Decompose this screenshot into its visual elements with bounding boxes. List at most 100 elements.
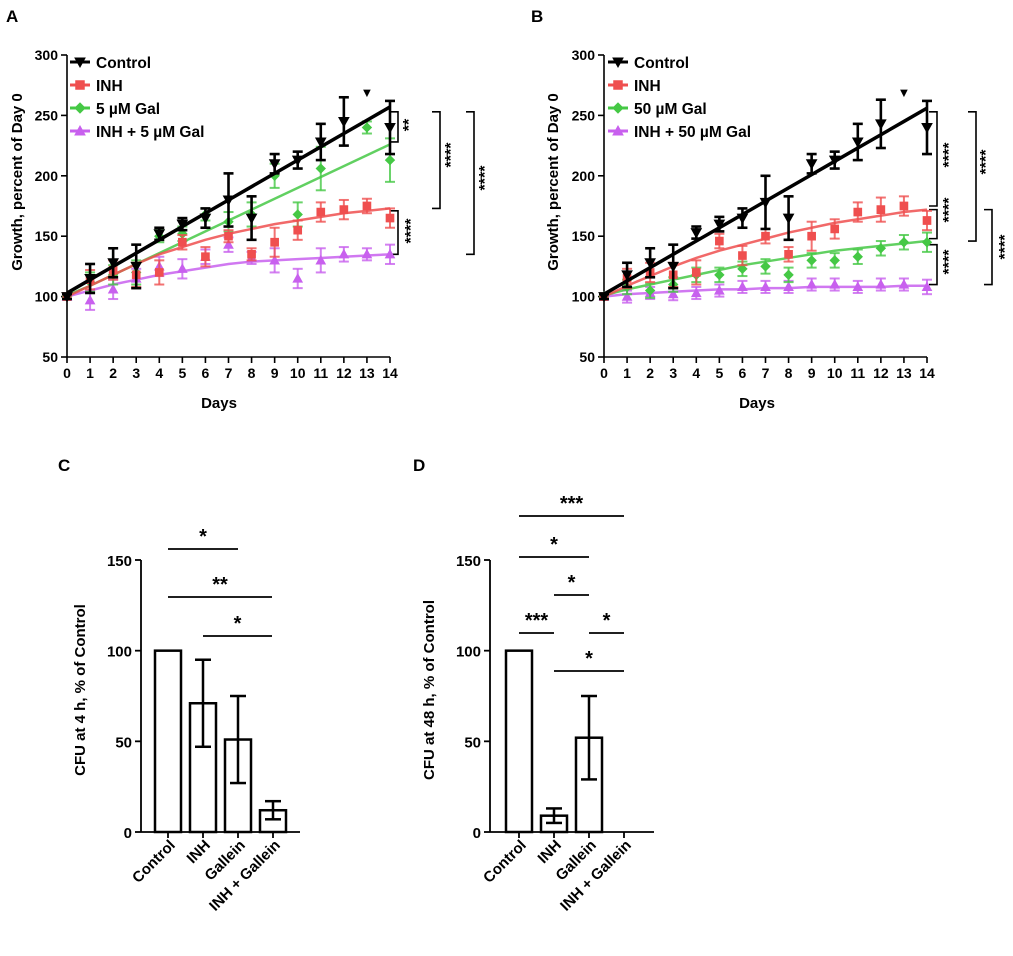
data-point	[621, 291, 633, 301]
data-point	[875, 278, 887, 289]
series-control	[61, 95, 396, 303]
legend-entry: INH	[634, 78, 661, 95]
panel-a-significance: ** **** **** ****	[390, 110, 494, 256]
panel-b-sig-label: ****	[941, 249, 958, 275]
x-tick-label: 11	[313, 365, 328, 381]
panel-b-sig-label: ****	[941, 142, 958, 168]
data-point	[690, 287, 702, 298]
panel-a-xlabel: Days	[201, 395, 237, 412]
data-point	[384, 122, 396, 134]
panel-b-sig-label: ****	[978, 149, 995, 175]
data-point	[224, 231, 233, 241]
significance-label: **	[212, 574, 228, 596]
data-point	[737, 281, 748, 292]
panel-a-letter: A	[6, 7, 18, 26]
panel-b-letter: B	[531, 7, 543, 26]
data-point	[621, 270, 633, 281]
data-point	[714, 269, 725, 281]
y-tick-label: 0	[124, 825, 132, 842]
panel-b-legend: Control INH 50 µM Gal INH + 50 µM Gal	[608, 55, 751, 141]
panel-a: A Growth, percent of Day 0 Days Control I…	[6, 7, 494, 412]
panel-b-xlabel: Days	[739, 395, 775, 412]
significance-bracket	[390, 110, 399, 143]
significance-label: ***	[560, 493, 584, 515]
y-tick-label: 50	[42, 349, 58, 365]
x-tick-label: 0	[600, 365, 608, 381]
legend-entry: 50 µM Gal	[634, 101, 707, 118]
data-point	[806, 255, 817, 266]
data-point	[691, 268, 701, 277]
data-point	[223, 239, 234, 249]
data-point	[921, 281, 933, 292]
x-tick-label: 9	[271, 365, 279, 381]
data-point	[828, 155, 841, 167]
legend-entry: INH + 5 µM Gal	[96, 124, 204, 141]
data-point	[830, 224, 840, 234]
data-point	[829, 255, 840, 266]
data-point	[384, 154, 396, 166]
data-point	[598, 292, 610, 303]
data-point	[644, 258, 656, 269]
y-tick-label: 200	[35, 168, 59, 184]
arrow-marker: ▼	[360, 85, 373, 100]
x-tick-label: 6	[202, 365, 210, 381]
significance-label: *	[199, 526, 207, 548]
x-tick-label: 5	[715, 365, 723, 381]
legend-swatch-marker	[612, 102, 624, 114]
panel-b: B Growth, percent of Day 0 Days Control I…	[531, 7, 1013, 412]
data-point	[807, 231, 816, 241]
data-point	[384, 248, 396, 259]
x-tick-label: 10	[290, 365, 306, 381]
y-tick-label: 100	[456, 644, 481, 661]
data-point	[644, 285, 656, 296]
significance-label: *	[234, 613, 242, 635]
legend-swatch-marker	[613, 80, 623, 90]
data-point	[316, 207, 326, 217]
data-point	[690, 228, 703, 239]
data-point	[338, 116, 350, 128]
significance-label: *	[568, 572, 576, 594]
x-tick-label: 14	[382, 365, 398, 381]
x-tick-label: 6	[739, 365, 747, 381]
x-tick-label: 1	[623, 365, 631, 381]
legend-entry: INH	[96, 78, 123, 95]
y-tick-label: 50	[115, 734, 132, 751]
panel-a-sig-label: ****	[477, 165, 494, 191]
data-point	[852, 251, 863, 262]
y-tick-label: 250	[35, 107, 59, 123]
data-point	[759, 197, 772, 209]
significance-bracket	[929, 243, 938, 286]
data-point	[176, 219, 189, 231]
y-tick-label: 200	[572, 168, 596, 184]
data-point	[292, 272, 304, 283]
data-point	[876, 205, 886, 214]
panel-a-sig-label: ****	[443, 142, 460, 168]
panel-a-ylabel: Growth, percent of Day 0	[9, 93, 26, 271]
arrow-marker: ▼	[897, 85, 910, 100]
data-point	[875, 243, 887, 254]
data-point	[737, 263, 748, 275]
legend-swatch-marker	[75, 80, 85, 90]
fit-line	[66, 253, 391, 298]
data-point	[667, 288, 679, 299]
data-point	[782, 213, 795, 225]
significance-bracket	[968, 110, 977, 242]
y-tick-label: 150	[572, 228, 596, 244]
x-category-label: INH	[535, 837, 565, 867]
y-tick-label: 100	[572, 289, 596, 305]
data-point	[385, 213, 395, 223]
data-point	[269, 254, 280, 265]
data-point	[199, 213, 212, 225]
data-point	[361, 248, 373, 259]
significance-bracket	[466, 110, 475, 256]
panel-b-sig-label: ****	[941, 197, 958, 223]
data-point	[362, 201, 372, 211]
x-tick-label: 8	[248, 365, 256, 381]
data-point	[178, 237, 187, 247]
significance-bracket	[390, 210, 399, 256]
x-tick-label: 14	[919, 365, 935, 381]
significance-bracket	[929, 208, 938, 240]
data-point	[829, 278, 841, 289]
x-tick-label: 1	[86, 365, 94, 381]
